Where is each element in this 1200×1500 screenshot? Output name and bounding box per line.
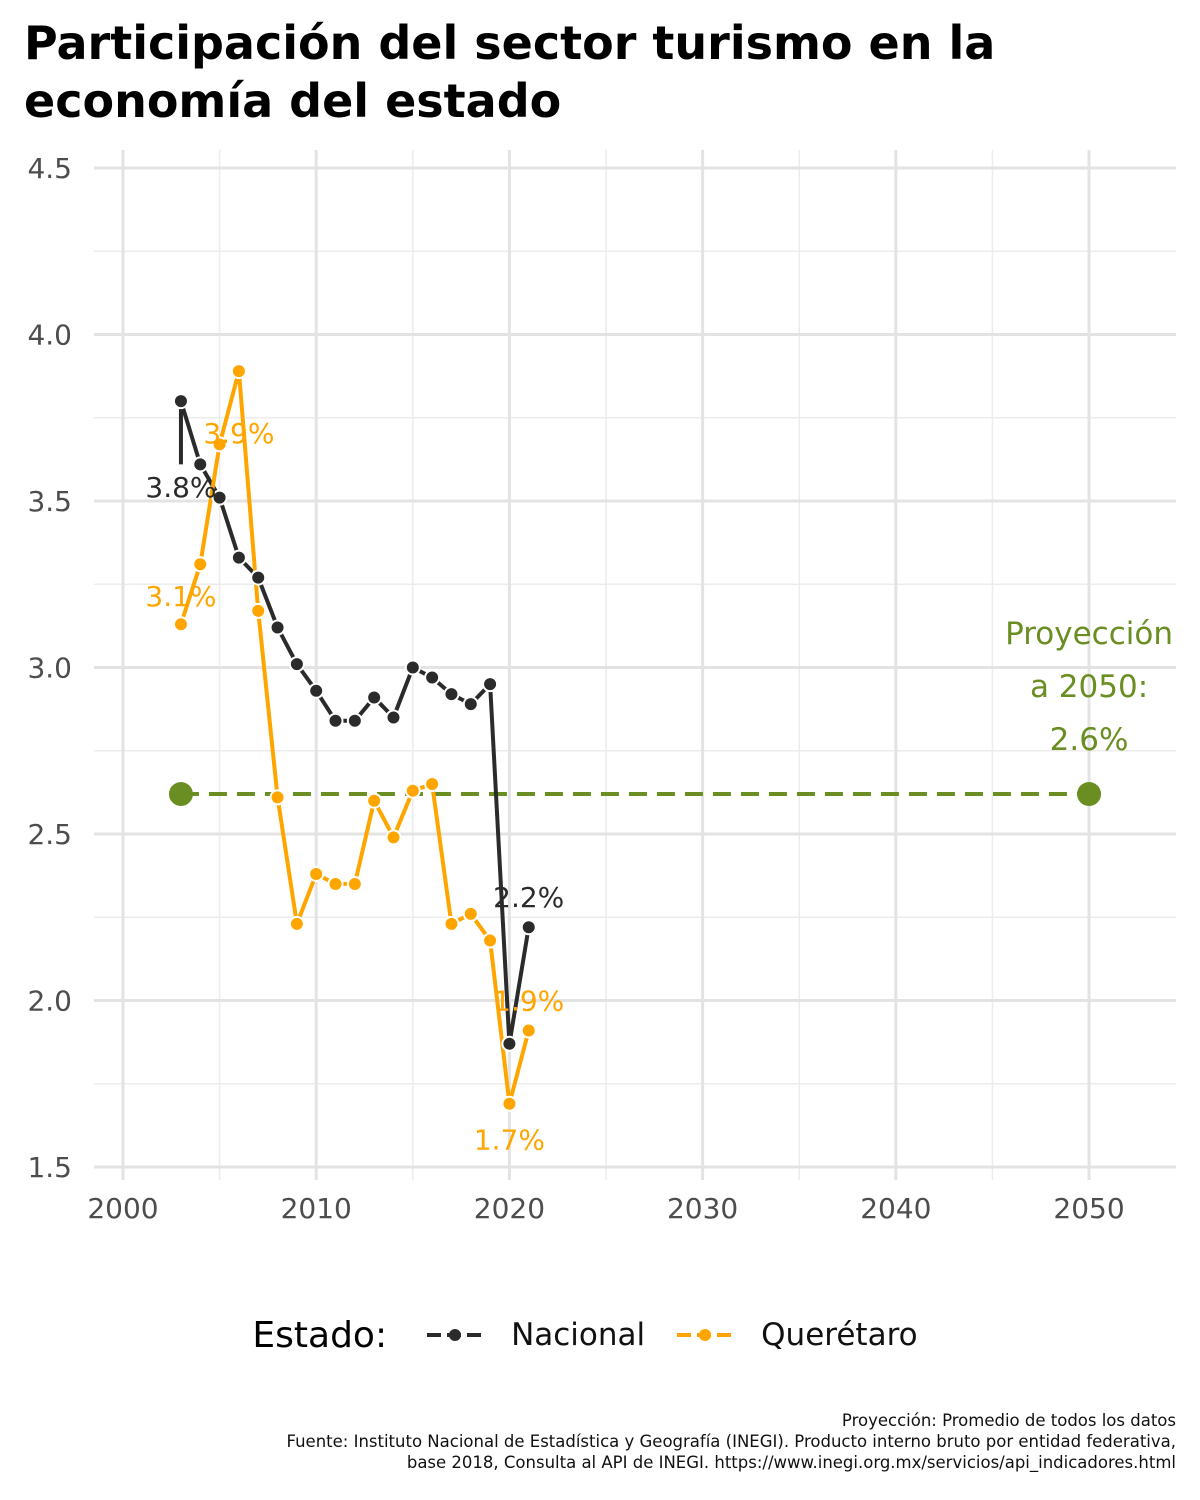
series-line-queretaro [178, 369, 531, 1106]
data-point-queretaro [308, 865, 325, 882]
data-point-nacional [424, 669, 441, 686]
data-point-nacional [501, 1035, 518, 1052]
data-point-queretaro [327, 875, 344, 892]
data-point-nacional [192, 456, 209, 473]
x-tick-label: 2050 [1053, 1192, 1124, 1225]
data-point-nacional [230, 549, 247, 566]
data-point-queretaro [288, 915, 305, 932]
data-point-nacional [366, 689, 383, 706]
data-point-nacional [288, 656, 305, 673]
data-label: 3.9% [203, 417, 274, 450]
legend-label-nacional: Nacional [511, 1317, 646, 1353]
caption-line-source: Fuente: Instituto Nacional de Estadístic… [286, 1432, 1177, 1451]
data-point-queretaro [269, 789, 286, 806]
y-tick-label: 3.5 [27, 485, 72, 518]
caption-line-source-cont: base 2018, Consulta al API de INEGI. htt… [406, 1453, 1176, 1472]
data-point-nacional [462, 696, 479, 713]
data-point-queretaro [443, 915, 460, 932]
data-point-queretaro [520, 1022, 537, 1039]
data-point-nacional [443, 686, 460, 703]
data-point-nacional [520, 919, 537, 936]
y-tick-label: 4.5 [27, 152, 72, 185]
data-point-nacional [385, 709, 402, 726]
legend-key-point-nacional [449, 1329, 462, 1341]
data-label: 3.1% [145, 580, 216, 613]
data-point-queretaro [211, 436, 228, 453]
x-tick-label: 2020 [474, 1192, 545, 1225]
data-point-nacional [327, 712, 344, 729]
projection-point-end [1077, 782, 1102, 807]
data-point-queretaro [250, 602, 267, 619]
data-point-nacional [211, 489, 228, 506]
legend-key-point-queretaro [699, 1329, 712, 1341]
data-label: 1.9% [493, 984, 564, 1017]
projection-label: a 2050: [1030, 669, 1148, 705]
data-point-nacional [308, 682, 325, 699]
data-label: 1.7% [474, 1124, 545, 1157]
legend: Estado: Nacional Querétaro [0, 1305, 1200, 1365]
data-point-nacional [482, 676, 499, 693]
legend-title: Estado: [252, 1314, 388, 1356]
data-point-nacional [250, 569, 267, 586]
y-tick-label: 3.0 [27, 652, 72, 685]
data-point-queretaro [385, 829, 402, 846]
data-point-nacional [172, 393, 189, 410]
data-point-queretaro [366, 792, 383, 809]
data-point-queretaro [482, 932, 499, 949]
data-label: 2.2% [493, 881, 564, 914]
data-point-nacional [404, 659, 421, 676]
legend-key-queretaro [677, 1329, 734, 1341]
projection-label: 2.6% [1050, 722, 1129, 758]
y-tick-label: 2.5 [27, 818, 72, 851]
caption-line-projection: Proyección: Promedio de todos los datos [841, 1411, 1176, 1430]
y-tick-label: 2.0 [27, 985, 72, 1018]
legend-item-nacional: Nacional [425, 1317, 645, 1353]
x-tick-label: 2010 [281, 1192, 352, 1225]
data-point-nacional [269, 619, 286, 636]
data-point-nacional [346, 712, 363, 729]
projection-label: Proyección [1005, 616, 1173, 652]
data-point-queretaro [404, 782, 421, 799]
line-chart: 1.5 2.0 2.5 3.0 3.5 4.0 4.5 2000 2010 2020 2030 204… [27, 150, 1176, 1225]
data-point-queretaro [424, 776, 441, 793]
data-point-queretaro [462, 905, 479, 922]
x-tick-label: 2040 [860, 1192, 931, 1225]
data-point-queretaro [230, 363, 247, 380]
y-tick-label: 1.5 [27, 1151, 72, 1184]
legend-label-queretaro: Querétaro [761, 1317, 918, 1353]
projection-point-start [168, 782, 193, 807]
legend-key-nacional [427, 1329, 484, 1341]
data-point-queretaro [501, 1095, 518, 1112]
data-label: 3.8% [145, 471, 216, 504]
x-tick-label: 2030 [667, 1192, 738, 1225]
chart-title: Participación del sector turismo en la e… [24, 16, 996, 128]
y-tick-label: 4.0 [27, 319, 72, 352]
data-point-queretaro [346, 875, 363, 892]
legend-item-queretaro: Querétaro [675, 1317, 918, 1353]
x-tick-label: 2000 [87, 1192, 158, 1225]
caption: Proyección: Promedio de todos los datos … [287, 1410, 1177, 1473]
data-point-queretaro [192, 556, 209, 573]
data-point-queretaro [172, 616, 189, 633]
